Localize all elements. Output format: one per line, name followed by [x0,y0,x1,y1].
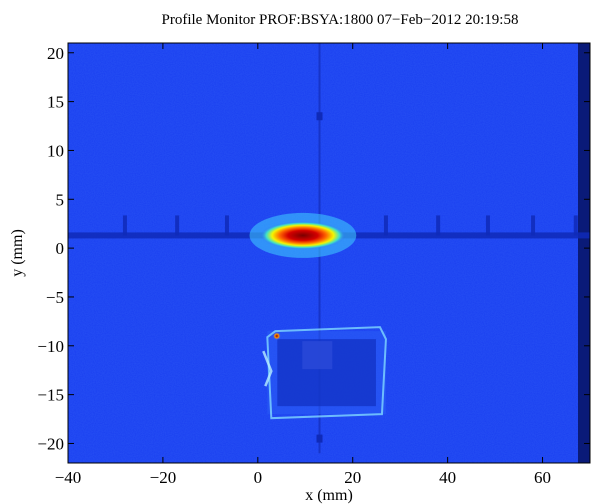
target-frame-outline [266,326,387,420]
target-frame-pattern [302,341,333,370]
x-tick-label: 60 [534,468,551,487]
x-tick-label: −40 [55,468,82,487]
image-dark-edge [578,43,590,463]
target-frame-edge [262,350,273,387]
hash-mark [531,215,536,236]
axes-frame [67,42,591,464]
hot-pixel [272,332,281,341]
hash-mark [485,215,490,236]
y-tick-label: −10 [37,337,64,356]
x-tick-label: 20 [344,468,361,487]
hash-mark [224,215,229,236]
y-tick-label: 10 [47,141,64,160]
y-axis: 20 15 10 5 0 −5 −10 −15 −20 [37,44,590,453]
hash-mark [436,215,441,236]
hash-mark [175,215,180,236]
hash-mark [383,215,388,236]
x-tick-label: −20 [150,468,177,487]
hash-mark [573,215,578,236]
image-plot [68,43,590,463]
x-tick-label: 40 [439,468,456,487]
beam-spot [260,221,346,250]
hash-mark [122,215,127,236]
y-tick-label: −5 [46,288,64,307]
chart-title: Profile Monitor PROF:BSYA:1800 07−Feb−20… [162,12,519,28]
y-tick-label: 0 [56,239,65,258]
y-tick-label: −15 [37,386,64,405]
y-tick-label: 20 [47,44,64,63]
x-tick-label: 0 [254,468,263,487]
vertical-line-marker [316,112,323,121]
y-tick-label: 15 [47,93,64,112]
x-axis-label: x (mm) [305,487,353,504]
y-tick-label: −20 [37,434,64,453]
vertical-line-marker [316,434,323,443]
y-axis-label: y (mm) [9,229,26,277]
y-tick-label: 5 [56,190,65,209]
x-axis: −40 −20 0 20 40 60 [55,43,551,487]
